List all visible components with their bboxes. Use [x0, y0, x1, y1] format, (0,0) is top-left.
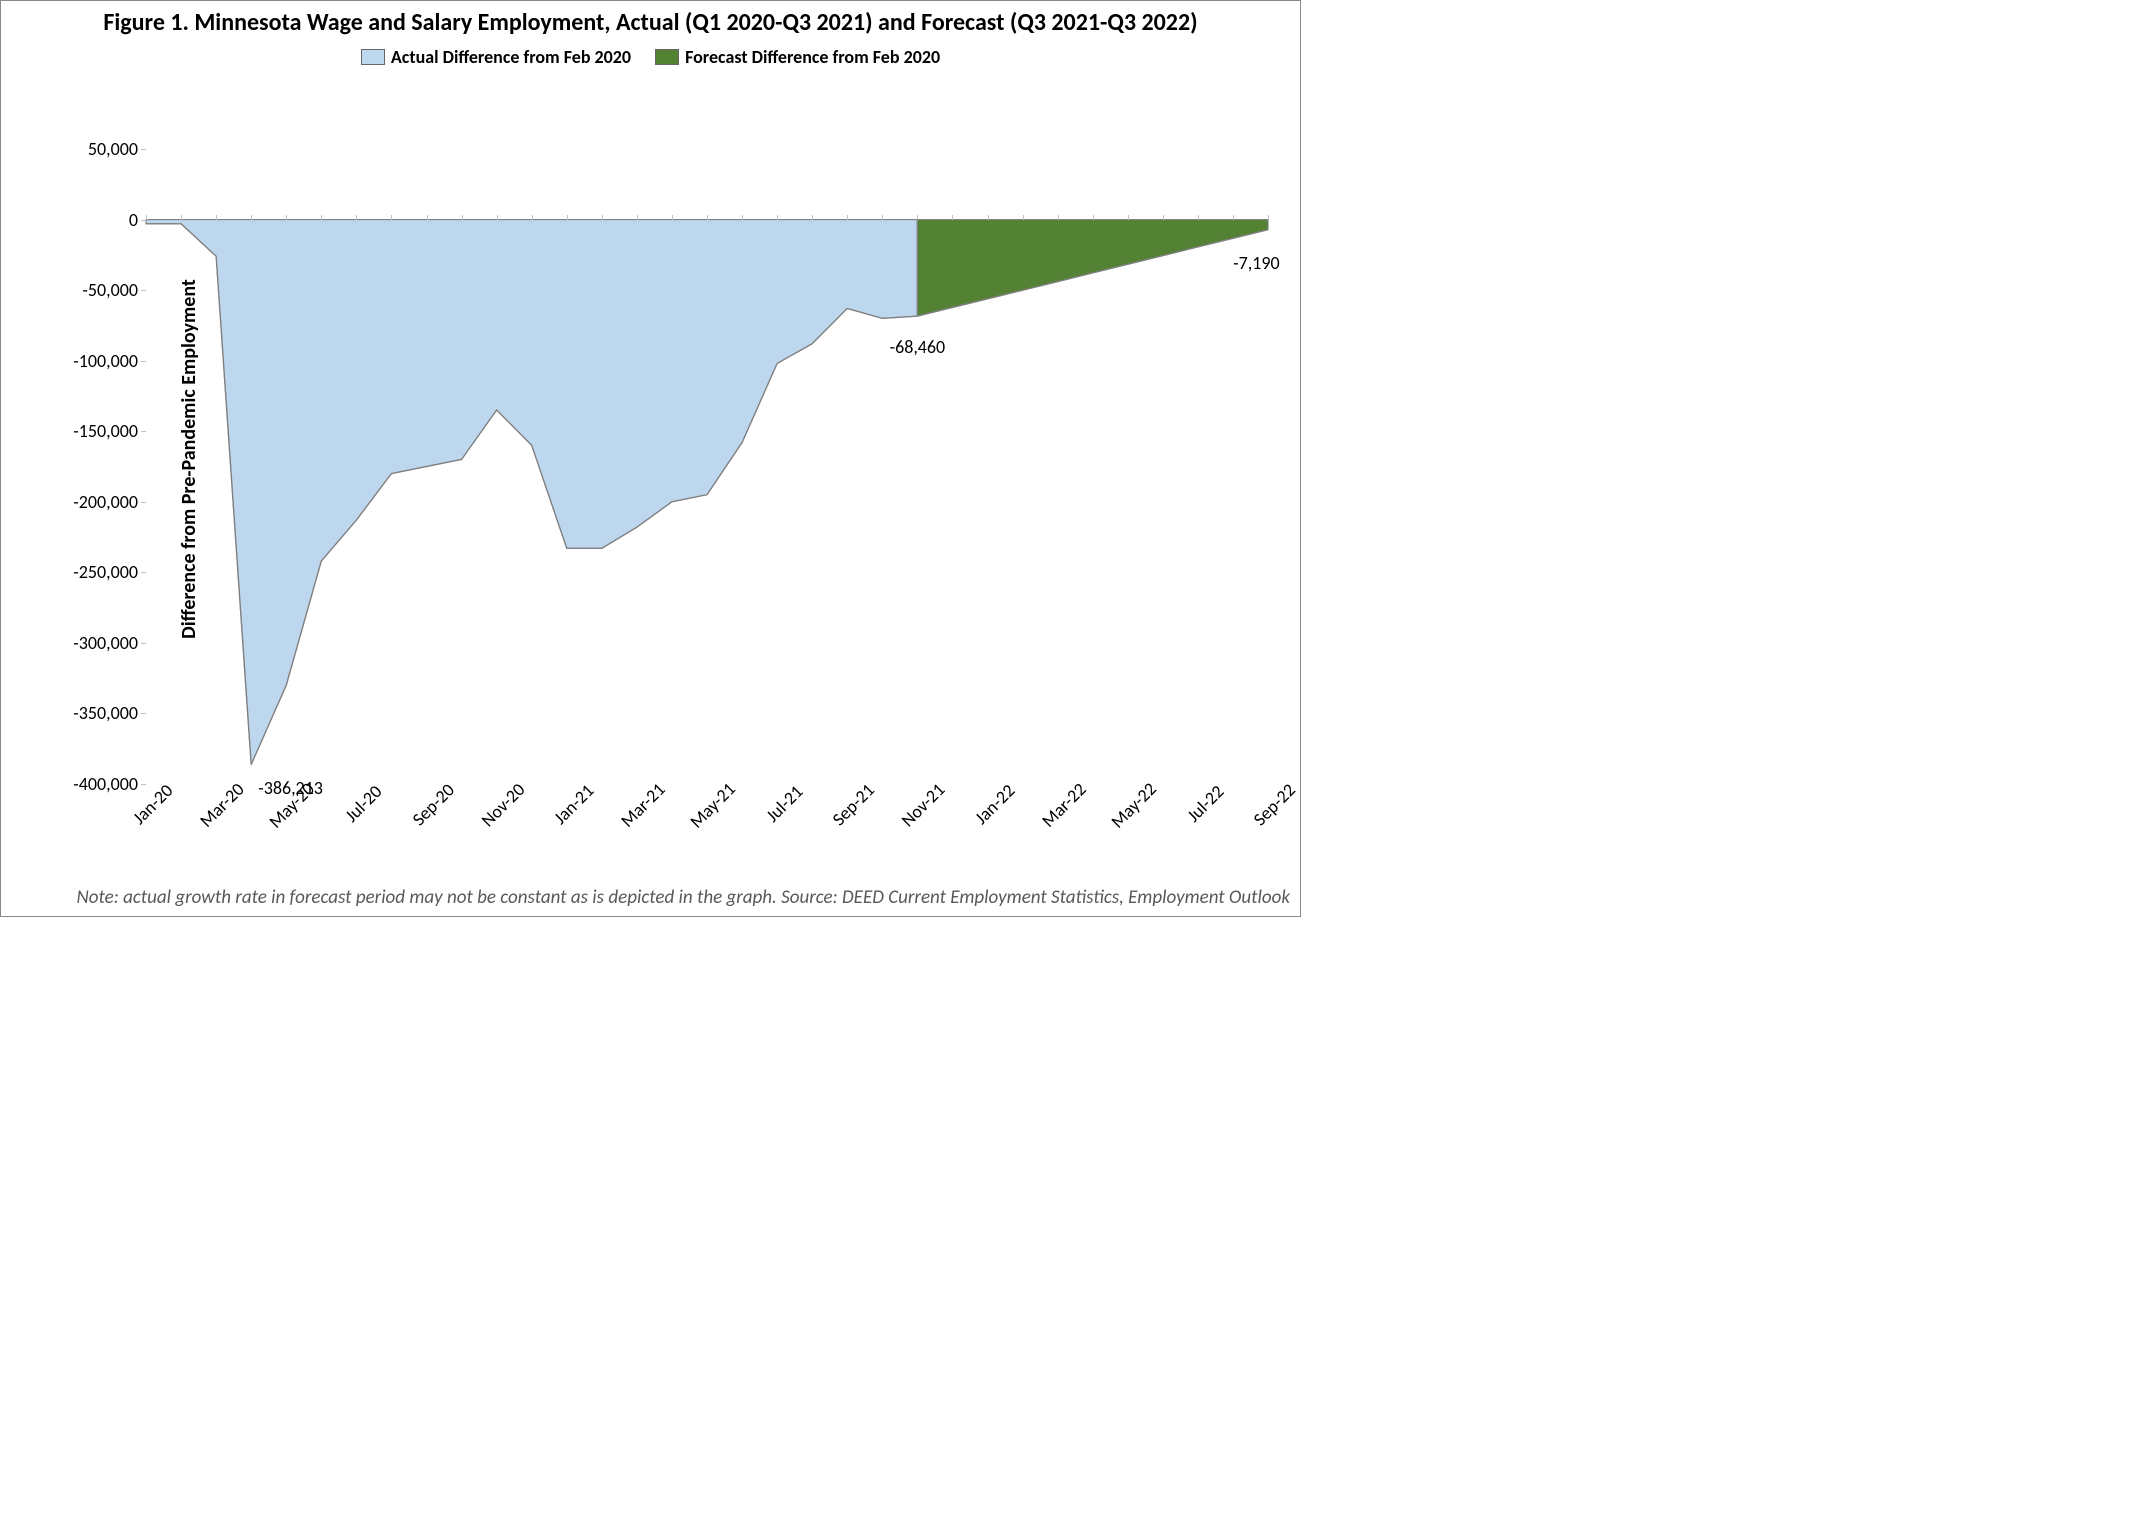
data-label: -68,460	[890, 336, 946, 358]
x-tick-label: Sep-20	[407, 779, 458, 830]
x-tick-label: Sep-21	[828, 779, 879, 830]
x-tick-label: May-22	[1106, 778, 1161, 833]
y-tick-label: -100,000	[73, 350, 146, 372]
legend-label-forecast: Forecast Difference from Feb 2020	[685, 46, 940, 68]
x-tick-label: Nov-21	[897, 779, 950, 832]
legend-item-forecast: Forecast Difference from Feb 2020	[655, 46, 940, 68]
y-tick-label: -350,000	[73, 702, 146, 724]
legend-item-actual: Actual Difference from Feb 2020	[361, 46, 631, 68]
chart-title: Figure 1. Minnesota Wage and Salary Empl…	[1, 1, 1300, 38]
x-tick-label: Mar-22	[1037, 778, 1090, 831]
area-svg	[146, 149, 1268, 784]
chart-footnote: Note: actual growth rate in forecast per…	[1, 886, 1290, 910]
x-tick-label: Nov-20	[476, 779, 529, 832]
x-tick-label: Sep-22	[1249, 779, 1300, 830]
x-tick-label: Mar-21	[616, 778, 669, 831]
y-tick-label: -400,000	[73, 773, 146, 795]
x-tick-label: Jan-21	[549, 780, 598, 829]
plot-area: 50,0000-50,000-100,000-150,000-200,000-2…	[146, 149, 1268, 784]
y-tick-label: -250,000	[73, 561, 146, 583]
x-tick-label: Jul-22	[1182, 781, 1228, 827]
chart-container: Figure 1. Minnesota Wage and Salary Empl…	[0, 0, 1301, 917]
legend: Actual Difference from Feb 2020 Forecast…	[1, 46, 1300, 68]
legend-label-actual: Actual Difference from Feb 2020	[391, 46, 631, 68]
x-tick-label: Jul-20	[341, 781, 387, 827]
y-tick-label: -300,000	[73, 632, 146, 654]
y-tick-label: -200,000	[73, 491, 146, 513]
x-tick-label: Jul-21	[761, 781, 807, 827]
legend-swatch-forecast	[655, 49, 679, 65]
x-tick-label: May-21	[685, 778, 740, 833]
y-tick-label: 50,000	[88, 138, 146, 160]
y-tick-label: -50,000	[82, 279, 146, 301]
x-tick-label: Jan-22	[970, 780, 1019, 829]
data-label: -386,213	[258, 777, 323, 799]
legend-swatch-actual	[361, 49, 385, 65]
y-tick-label: -150,000	[73, 420, 146, 442]
y-tick-label: 0	[129, 209, 146, 231]
x-tick-label: Mar-20	[195, 778, 248, 831]
data-label: -7,190	[1233, 252, 1280, 274]
